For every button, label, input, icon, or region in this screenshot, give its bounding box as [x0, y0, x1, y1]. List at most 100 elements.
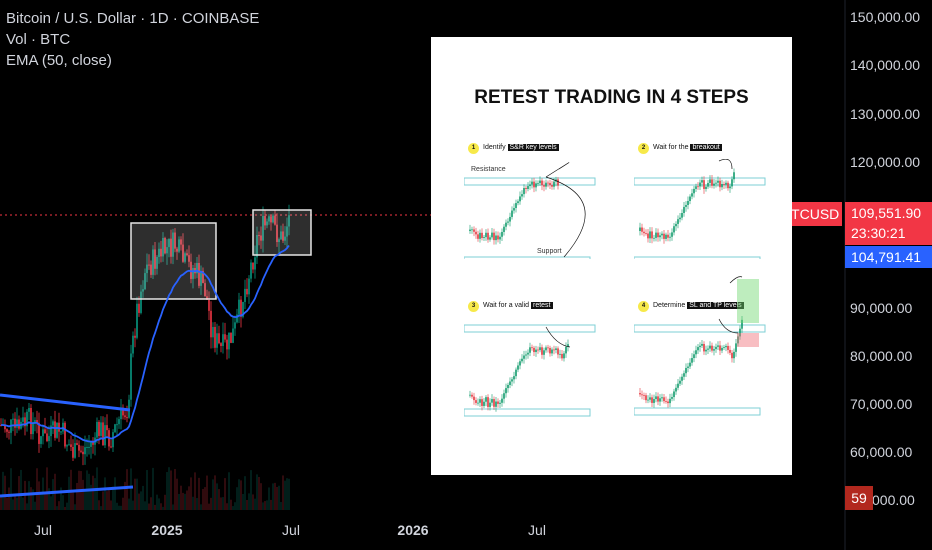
candle-body — [154, 249, 156, 269]
take-profit-box — [737, 279, 759, 323]
volume-bar — [226, 503, 228, 510]
symbol-title[interactable]: Bitcoin / U.S. Dollar · 1D · COINBASE — [6, 10, 260, 27]
volume-bar — [8, 487, 10, 510]
mini-candle — [499, 402, 501, 404]
step-3-label: 3 Wait for a valid retest — [468, 301, 553, 312]
mini-candle — [481, 232, 483, 239]
ema-value-tag[interactable]: 104,791.41 — [845, 246, 932, 268]
mini-candle — [541, 347, 543, 355]
candle-body — [12, 418, 14, 420]
volume-bar — [254, 498, 256, 510]
candle-body — [276, 224, 278, 243]
mini-candle — [479, 232, 481, 239]
candle-body — [186, 253, 188, 256]
candle-body — [240, 299, 242, 317]
candle-body — [60, 431, 62, 433]
volume-bar — [286, 478, 288, 510]
mini-candle — [717, 180, 719, 183]
volume-bar — [112, 486, 114, 510]
candle-body — [190, 261, 192, 279]
candle-body — [98, 421, 100, 436]
mini-candle — [515, 369, 517, 377]
mini-candle — [545, 182, 547, 187]
mini-candle — [681, 376, 683, 381]
volume-bar — [244, 476, 246, 510]
volume-bar — [102, 491, 104, 510]
volume-bar — [194, 472, 196, 510]
volume-bar — [272, 483, 274, 510]
volume-bar — [218, 489, 220, 510]
mini-candle — [539, 347, 541, 351]
stop-loss-box — [737, 333, 759, 347]
mini-candle — [551, 349, 553, 354]
mini-candle — [649, 397, 651, 400]
mini-candle — [531, 347, 533, 349]
mini-candle — [711, 345, 713, 351]
mini-candle — [649, 231, 651, 239]
candle-body — [248, 278, 250, 295]
volume-bar — [120, 505, 122, 510]
resistance-label: Resistance — [471, 166, 506, 173]
candle-body — [226, 339, 228, 350]
mini-candle — [529, 184, 531, 187]
mini-candle — [509, 216, 511, 222]
candle-body — [284, 236, 286, 241]
volume-bar — [202, 488, 204, 510]
volume-indicator-label[interactable]: Vol · BTC — [6, 31, 71, 48]
candle-body — [282, 231, 284, 241]
mini-candle — [731, 352, 733, 359]
candle-body — [118, 419, 120, 425]
volume-bar — [262, 502, 264, 510]
resistance-zone — [464, 177, 596, 186]
volume-bar — [240, 480, 242, 510]
time-label: Jul — [34, 522, 52, 538]
volume-bar — [234, 502, 236, 510]
volume-bar — [122, 497, 124, 510]
range-box-2 — [252, 209, 312, 256]
mini-candle — [703, 180, 705, 189]
last-price-tag[interactable]: 109,551.90 23:30:21 — [845, 202, 932, 245]
price-label: 90,000.00 — [850, 300, 913, 316]
mini-candle — [527, 352, 529, 355]
mini-candle — [487, 232, 489, 240]
volume-bar — [6, 497, 8, 510]
volume-bar — [196, 498, 198, 510]
candle-body — [70, 444, 72, 447]
time-label-year: 2025 — [151, 522, 183, 538]
mini-candle — [493, 232, 495, 241]
step-highlight: breakout — [690, 144, 722, 151]
candle-body — [228, 332, 230, 350]
volume-bar — [94, 478, 96, 510]
candle-body — [110, 446, 112, 448]
volume-value-tag[interactable]: 59 — [845, 486, 873, 510]
mini-candle — [487, 397, 489, 407]
volume-bar — [148, 503, 150, 510]
volume-bar — [206, 475, 208, 510]
mini-candle — [725, 345, 727, 348]
mini-candle — [521, 194, 523, 197]
volume-bar — [232, 506, 234, 510]
candle-body — [196, 262, 198, 274]
candle-body — [112, 432, 114, 448]
support-zone — [634, 407, 761, 416]
mini-candle — [711, 179, 713, 186]
mini-candle — [703, 343, 705, 352]
candle-body — [14, 418, 16, 428]
mini-candle — [639, 393, 641, 395]
volume-bar — [46, 467, 48, 510]
volume-bar — [190, 477, 192, 510]
mini-candle — [677, 219, 679, 224]
mini-candle — [501, 231, 503, 237]
mini-candle — [477, 402, 479, 404]
mini-candle — [681, 213, 683, 218]
ema-indicator-label[interactable]: EMA (50, close) — [6, 52, 112, 69]
volume-bar — [204, 487, 206, 510]
candle-body — [58, 422, 60, 432]
volume-bar — [56, 506, 58, 510]
price-label: 70,000.00 — [850, 396, 913, 412]
volume-bar — [92, 475, 94, 510]
volume-bar — [188, 486, 190, 510]
candle-body — [116, 424, 118, 426]
